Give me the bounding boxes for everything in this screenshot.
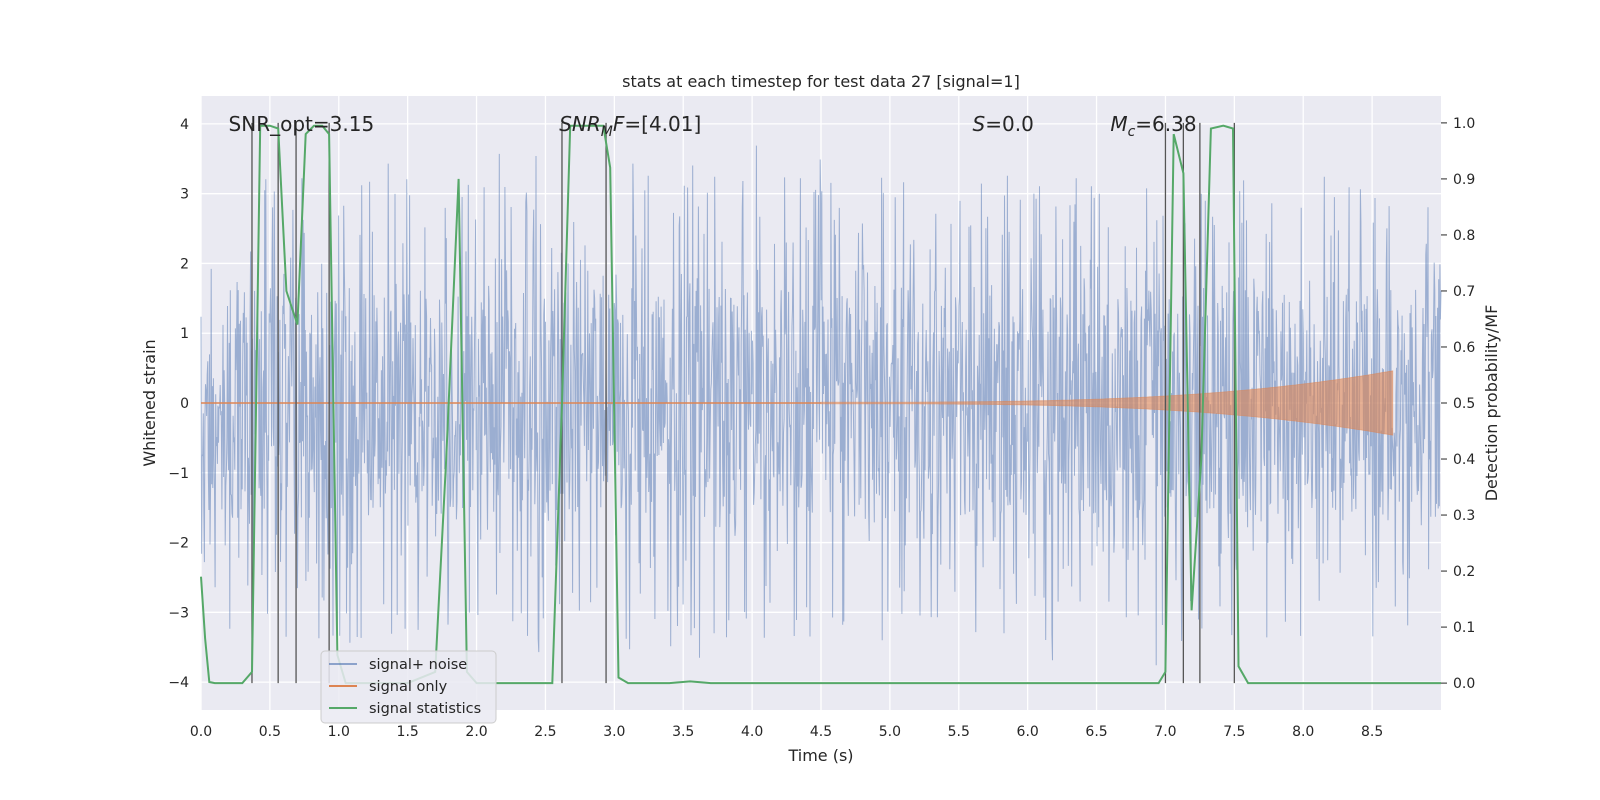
x-tick-label: 1.0 bbox=[328, 724, 350, 740]
x-tick-label: 4.5 bbox=[810, 724, 832, 740]
series-signal-only bbox=[201, 370, 1394, 436]
y-right-tick-label: 0.3 bbox=[1453, 508, 1475, 524]
x-axis-label: Time (s) bbox=[787, 746, 853, 765]
x-tick-label: 7.5 bbox=[1223, 724, 1245, 740]
annotation-snr-mf: SNRMF=[4.01] bbox=[559, 112, 701, 140]
x-tick-label: 2.5 bbox=[534, 724, 556, 740]
y-tick-label: 3 bbox=[180, 187, 189, 203]
annotation-snr-opt: SNR_opt=3.15 bbox=[229, 112, 375, 136]
x-tick-label: 6.0 bbox=[1017, 724, 1039, 740]
x-tick-label: 5.5 bbox=[948, 724, 970, 740]
y-right-tick-label: 0.6 bbox=[1453, 340, 1475, 356]
y-right-tick-label: 0.7 bbox=[1453, 284, 1475, 300]
annotation-s-value: S=0.0 bbox=[973, 112, 1034, 136]
x-tick-label: 3.5 bbox=[672, 724, 694, 740]
chart-title: stats at each timestep for test data 27 … bbox=[622, 72, 1020, 91]
x-tick-label: 3.0 bbox=[603, 724, 625, 740]
x-tick-label: 0.0 bbox=[190, 724, 212, 740]
y-right-tick-label: 0.8 bbox=[1453, 228, 1475, 244]
annotation-chirp-mass: Mc=6.38 bbox=[1110, 112, 1196, 140]
y-tick-label: −4 bbox=[168, 675, 189, 691]
legend-label-stats: signal statistics bbox=[369, 701, 481, 717]
y-right-tick-label: 1.0 bbox=[1453, 116, 1475, 132]
x-axis-ticks: 0.0 0.5 1.0 1.5 2.0 2.5 3.0 3.5 4.0 4.5 5.0 5.5 6.0 6… bbox=[190, 724, 1383, 740]
x-tick-label: 0.5 bbox=[259, 724, 281, 740]
x-tick-label: 8.0 bbox=[1292, 724, 1314, 740]
y-right-tick-label: 0.2 bbox=[1453, 564, 1475, 580]
x-tick-label: 8.5 bbox=[1361, 724, 1383, 740]
y-axis-right-ticks: 1.0 0.9 0.8 0.7 0.6 0.5 0.4 0.3 0.2 0.1 0.0 bbox=[1441, 116, 1475, 692]
y-tick-label: 1 bbox=[180, 326, 189, 342]
y-tick-label: −1 bbox=[168, 466, 189, 482]
signal-envelope bbox=[820, 370, 1394, 436]
y-tick-label: −3 bbox=[168, 605, 189, 621]
x-tick-label: 1.5 bbox=[397, 724, 419, 740]
legend-box bbox=[320, 650, 497, 724]
legend-label-noise: signal+ noise bbox=[369, 657, 467, 673]
x-tick-label: 4.0 bbox=[741, 724, 763, 740]
y-axis-label: Whitened strain bbox=[140, 339, 159, 466]
y-right-tick-label: 0.0 bbox=[1453, 676, 1475, 692]
legend: signal+ noise signal only signal statist… bbox=[320, 650, 497, 724]
y-tick-label: −2 bbox=[168, 536, 189, 552]
annotations: SNR_opt=3.15 SNRMF=[4.01] S=0.0 Mc=6.38 bbox=[229, 112, 1197, 140]
y-axis-right-label: Detection probability/MF bbox=[1482, 305, 1501, 502]
legend-label-signal: signal only bbox=[369, 679, 448, 695]
y-tick-label: 0 bbox=[180, 396, 189, 412]
x-tick-label: 5.0 bbox=[879, 724, 901, 740]
y-right-tick-label: 0.4 bbox=[1453, 452, 1475, 468]
x-tick-label: 7.0 bbox=[1154, 724, 1176, 740]
y-right-tick-label: 0.1 bbox=[1453, 620, 1475, 636]
x-tick-label: 2.0 bbox=[465, 724, 487, 740]
y-axis-ticks: 4 3 2 1 0 −1 −2 −3 −4 bbox=[168, 117, 189, 691]
y-right-tick-label: 0.5 bbox=[1453, 396, 1475, 412]
y-tick-label: 4 bbox=[180, 117, 189, 133]
y-right-tick-label: 0.9 bbox=[1453, 172, 1475, 188]
y-tick-label: 2 bbox=[180, 256, 189, 272]
x-tick-label: 6.5 bbox=[1085, 724, 1107, 740]
